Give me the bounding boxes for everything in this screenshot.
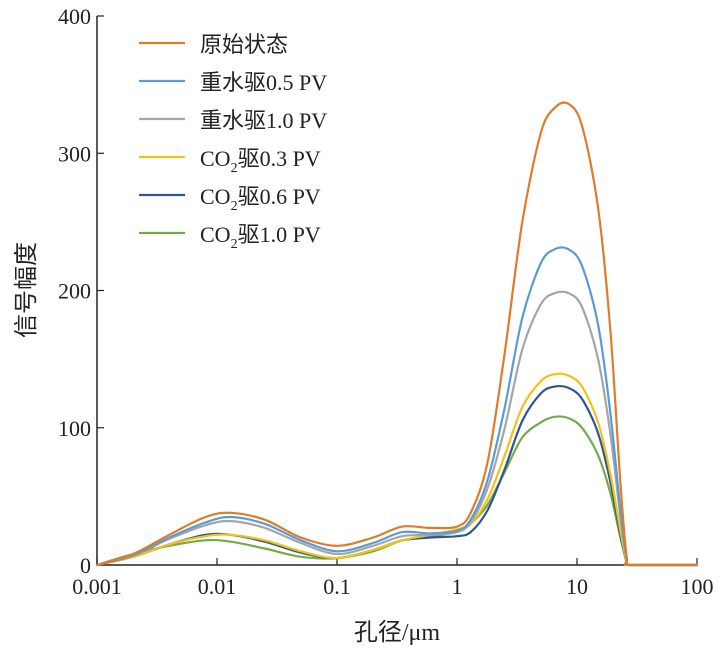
legend-label: CO2驱0.3 PV — [200, 146, 321, 176]
series-line-6 — [95, 415, 699, 567]
legend-label: 重水驱1.0 PV — [200, 108, 327, 133]
y-tick-label: 300 — [58, 141, 91, 166]
x-ticks: 0.001 0.01 0.1 1 10 100 — [72, 558, 714, 599]
legend-label: 原始状态 — [200, 32, 288, 57]
legend-label: 重水驱0.5 PV — [200, 70, 327, 95]
x-tick-label: 0.1 — [323, 574, 351, 599]
x-tick-label: 100 — [681, 574, 714, 599]
x-tick-label: 1 — [452, 574, 463, 599]
y-tick-label: 0 — [80, 553, 91, 578]
y-ticks: 0 100 200 300 400 — [58, 4, 104, 578]
y-tick-label: 100 — [58, 416, 91, 441]
series-line-4 — [95, 372, 699, 567]
y-axis-label: 信号幅度 — [13, 242, 40, 338]
y-tick-label: 200 — [58, 279, 91, 304]
series-line-1 — [95, 101, 699, 567]
legend-label: CO2驱1.0 PV — [200, 222, 321, 252]
x-tick-label: 0.001 — [72, 574, 122, 599]
x-axis-label: 孔径/μm — [354, 619, 441, 646]
x-tick-label: 10 — [566, 574, 588, 599]
series-line-3 — [95, 290, 699, 567]
y-tick-label: 400 — [58, 4, 91, 29]
legend-label: CO2驱0.6 PV — [200, 184, 321, 214]
x-tick-label: 0.01 — [198, 574, 237, 599]
series-line-2 — [95, 246, 699, 567]
series-layer — [95, 101, 699, 567]
